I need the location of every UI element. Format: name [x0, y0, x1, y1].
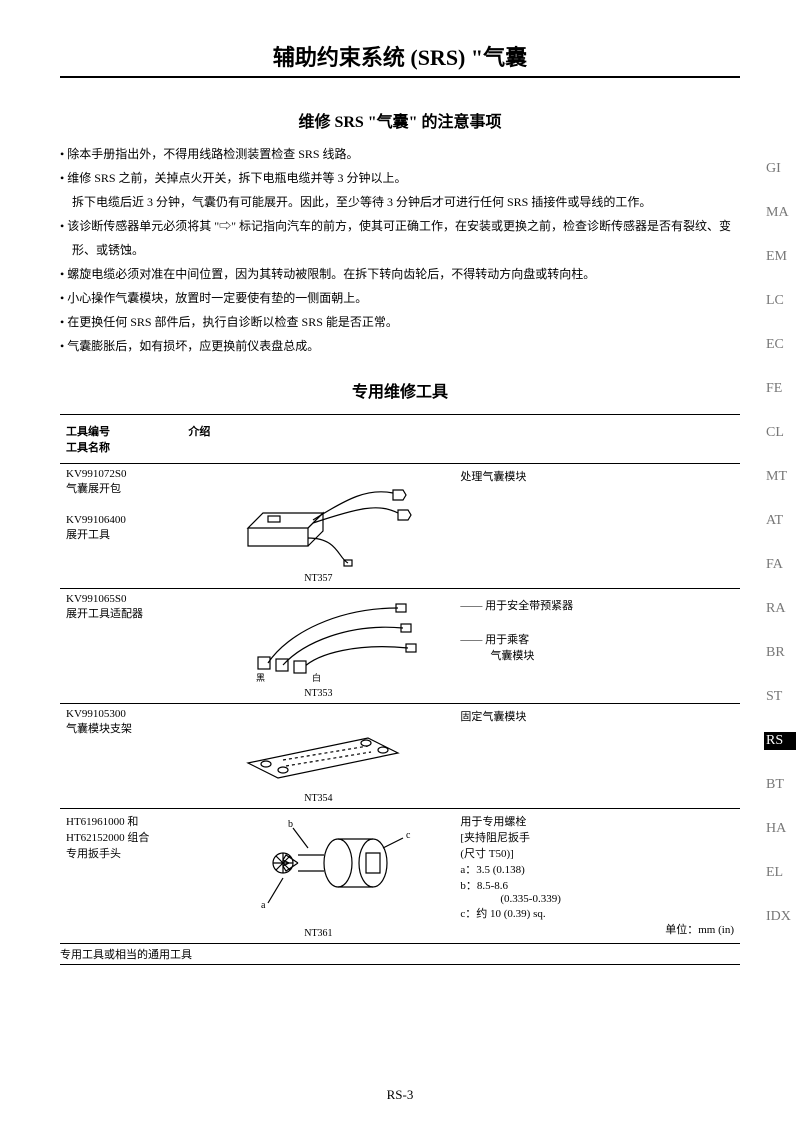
sidebar-item[interactable]: EL [764, 864, 796, 882]
tool-name: 专用扳手头 [66, 845, 176, 861]
sidebar-item[interactable]: FA [764, 556, 796, 574]
tool-name: 气囊展开包 [66, 480, 176, 496]
page-number: RS-3 [0, 1087, 800, 1103]
sidebar-item[interactable]: ST [764, 688, 796, 706]
sidebar-item[interactable]: GI [764, 160, 796, 178]
bullet-item: 气囊膨胀后，如有损坏，应更换前仪表盘总成。 [72, 334, 740, 358]
label-black: 黑 [256, 673, 265, 683]
table-row: KV991072S0 气囊展开包 KV99106400 展开工具 [60, 464, 740, 589]
bullet-item: 螺旋电缆必须对准在中间位置，因为其转动被限制。在拆下转向齿轮后，不得转动方向盘或… [72, 262, 740, 286]
tool-desc: (0.335-0.339) [460, 893, 734, 905]
tool-desc: 气囊模块 [460, 647, 734, 663]
tool-desc: 用于专用螺栓 [460, 813, 734, 829]
tool-desc: 固定气囊模块 [454, 704, 740, 809]
tool-id: KV99106400 [66, 514, 176, 526]
tool-desc: b：8.5-8.6 [460, 877, 734, 893]
tool-desc: c：约 10 (0.39) sq. [460, 905, 734, 921]
sidebar-item[interactable]: RA [764, 600, 796, 618]
svg-text:a: a [261, 900, 266, 911]
sidebar-item[interactable]: AT [764, 512, 796, 530]
sidebar-item[interactable]: LC [764, 292, 796, 310]
tool-illustration: NT354 [188, 708, 448, 804]
tool-desc: (尺寸 T50)] [460, 845, 734, 861]
precautions-heading: 维修 SRS "气囊" 的注意事项 [60, 108, 740, 132]
bullet-item: 在更换任何 SRS 部件后，执行自诊断以检查 SRS 能是否正常。 [72, 310, 740, 334]
tool-illustration: NT357 [188, 468, 448, 584]
tool-id: KV991072S0 [66, 468, 176, 480]
sidebar-item[interactable]: BT [764, 776, 796, 794]
table-row: KV99105300 气囊模块支架 [60, 704, 740, 809]
section-sidebar: GI MA EM LC EC FE CL MT AT FA RA BR ST R… [764, 160, 796, 952]
tool-name: 展开工具适配器 [66, 605, 176, 621]
tool-id: KV99105300 [66, 708, 176, 720]
sidebar-item[interactable]: BR [764, 644, 796, 662]
tool-desc: 用于安全带预紧器 [485, 600, 573, 612]
tool-id: HT61961000 和 [66, 813, 176, 829]
tool-illustration: 黑 白 NT353 [188, 593, 448, 699]
bullet-item: 小心操作气囊模块，放置时一定要使有垫的一侧面朝上。 [72, 286, 740, 310]
page-title: 辅助约束系统 (SRS) "气囊 [60, 40, 740, 72]
title-underline [60, 76, 740, 78]
tool-desc: [夹持阻尼扳手 [460, 829, 734, 845]
tools-heading: 专用维修工具 [60, 378, 740, 402]
tool-id: HT62152000 组合 [66, 829, 176, 845]
unit-note: 单位：mm (in) [460, 921, 734, 937]
figure-code: NT354 [188, 793, 448, 804]
bullet-item: 该诊断传感器单元必须将其 "⇨" 标记指向汽车的前方，使其可正确工作，在安装或更… [72, 214, 740, 262]
tool-name: 气囊模块支架 [66, 720, 176, 736]
table-row: KV991065S0 展开工具适配器 [60, 589, 740, 704]
svg-text:b: b [288, 819, 293, 830]
sidebar-item[interactable]: MA [764, 204, 796, 222]
sidebar-item-active[interactable]: RS [764, 732, 796, 750]
precautions-list: 除本手册指出外，不得用线路检测装置检查 SRS 线路。 维修 SRS 之前，关掉… [60, 142, 740, 358]
bullet-subitem: 拆下电缆后近 3 分钟，气囊仍有可能展开。因此，至少等待 3 分钟后才可进行任何… [72, 190, 740, 214]
th-toolid: 工具编号 工具名称 [60, 415, 182, 464]
th-intro: 介绍 [182, 415, 740, 464]
sidebar-item[interactable]: CL [764, 424, 796, 442]
tool-name: 展开工具 [66, 526, 176, 542]
figure-code: NT357 [188, 573, 448, 584]
sidebar-item[interactable]: FE [764, 380, 796, 398]
sidebar-item[interactable]: HA [764, 820, 796, 838]
sidebar-item[interactable]: IDX [764, 908, 796, 926]
tool-id: KV991065S0 [66, 593, 176, 605]
sidebar-item[interactable]: EM [764, 248, 796, 266]
tool-illustration: a b c NT361 [188, 813, 448, 939]
figure-code: NT353 [188, 688, 448, 699]
sidebar-item[interactable]: EC [764, 336, 796, 354]
tools-table: 工具编号 工具名称 介绍 KV991072S0 气囊展开包 KV99106400… [60, 414, 740, 944]
bullet-item: 除本手册指出外，不得用线路检测装置检查 SRS 线路。 [72, 142, 740, 166]
bullet-item: 维修 SRS 之前，关掉点火开关，拆下电瓶电缆并等 3 分钟以上。 [72, 166, 740, 190]
svg-text:c: c [406, 830, 411, 841]
sidebar-item[interactable]: MT [764, 468, 796, 486]
table-row: HT61961000 和 HT62152000 组合 专用扳手头 [60, 809, 740, 944]
footer-note: 专用工具或相当的通用工具 [60, 946, 740, 965]
label-white: 白 [312, 672, 321, 683]
figure-code: NT361 [188, 928, 448, 939]
tool-desc: a：3.5 (0.138) [460, 861, 734, 877]
tool-desc: 处理气囊模块 [454, 464, 740, 589]
tool-desc: 用于乘客 [485, 634, 529, 646]
